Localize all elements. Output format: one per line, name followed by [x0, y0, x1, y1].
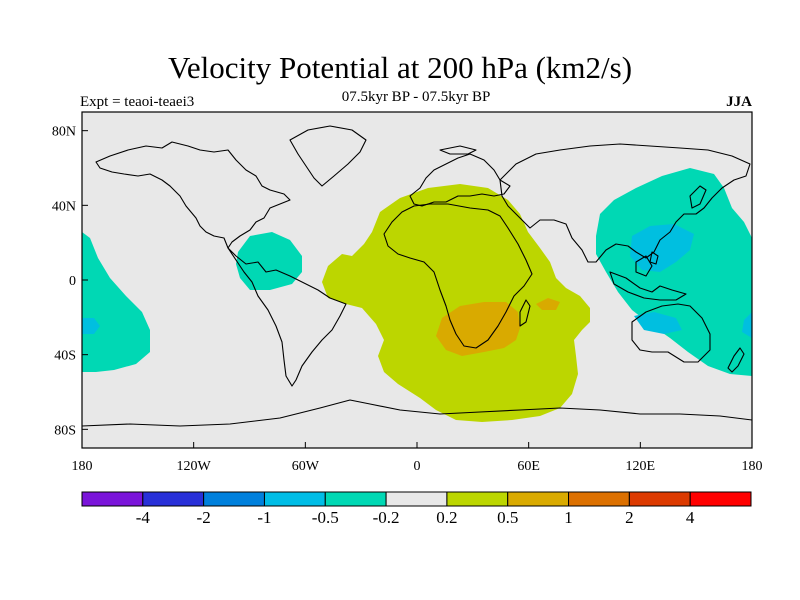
- contour-fields: [82, 168, 752, 422]
- colorbar-swatch: [81, 491, 144, 507]
- positive-core-region-madagascar: [536, 298, 560, 310]
- latitude-tick-label: 40N: [52, 199, 76, 214]
- colorbar-label: -0.5: [312, 508, 339, 527]
- colorbar-swatch: [568, 491, 630, 507]
- longitude-tick-label: 120E: [626, 459, 656, 474]
- colorbar-label: -1: [257, 508, 271, 527]
- coastlines: [82, 125, 752, 427]
- negative-core-region-australia: [634, 312, 682, 334]
- longitude-tick-label: 180: [742, 459, 763, 474]
- colorbar: -4 -2 -1 -0.5 -0.2 0.2 0.5 1 2 4: [81, 491, 752, 527]
- map-subtitle: 07.5kyr BP - 07.5kyr BP: [341, 89, 491, 105]
- experiment-label: Expt = teaoi-teaei3: [80, 94, 195, 110]
- colorbar-swatch: [507, 491, 570, 507]
- colorbar-swatch: [142, 491, 205, 507]
- colorbar-swatch: [385, 491, 448, 507]
- longitude-tick-label: 120W: [177, 459, 212, 474]
- longitude-tick-label: 0: [414, 459, 421, 474]
- colorbar-swatch: [446, 491, 509, 507]
- colorbar-label: -4: [136, 508, 151, 527]
- colorbar-label: 0.5: [497, 508, 518, 527]
- positive-anomaly-region: [322, 184, 590, 422]
- negative-anomaly-region-caribbean: [236, 232, 302, 290]
- colorbar-label: 0.2: [436, 508, 457, 527]
- latitude-axis: 80N 40N 0 40S 80S: [52, 125, 88, 438]
- negative-anomaly-region-pacific: [82, 232, 150, 372]
- colorbar-swatch: [203, 491, 265, 507]
- latitude-tick-label: 0: [69, 274, 76, 289]
- negative-core-region-pacific: [82, 318, 100, 334]
- colorbar-label: 2: [625, 508, 634, 527]
- longitude-axis: 180 120W 60W 0 60E 120E 180: [72, 442, 763, 474]
- positive-core-region: [436, 302, 520, 356]
- colorbar-label: -2: [197, 508, 211, 527]
- map-title: Velocity Potential at 200 hPa (km2/s): [167, 50, 633, 85]
- negative-core-region-east-edge: [742, 312, 752, 338]
- latitude-tick-label: 80S: [54, 423, 76, 438]
- season-label: JJA: [726, 94, 752, 110]
- colorbar-swatch: [324, 491, 387, 507]
- latitude-tick-label: 40S: [54, 349, 76, 364]
- longitude-tick-label: 60E: [517, 459, 540, 474]
- latitude-tick-label: 80N: [52, 125, 76, 140]
- colorbar-label: 4: [686, 508, 695, 527]
- colorbar-swatch: [689, 491, 752, 507]
- negative-anomaly-region-asia: [596, 168, 752, 376]
- colorbar-swatch: [263, 491, 326, 507]
- longitude-tick-label: 180: [72, 459, 93, 474]
- longitude-tick-label: 60W: [292, 459, 320, 474]
- colorbar-label: 1: [564, 508, 573, 527]
- colorbar-swatch: [628, 491, 691, 507]
- colorbar-label: -0.2: [373, 508, 400, 527]
- negative-core-region-asia: [630, 224, 694, 272]
